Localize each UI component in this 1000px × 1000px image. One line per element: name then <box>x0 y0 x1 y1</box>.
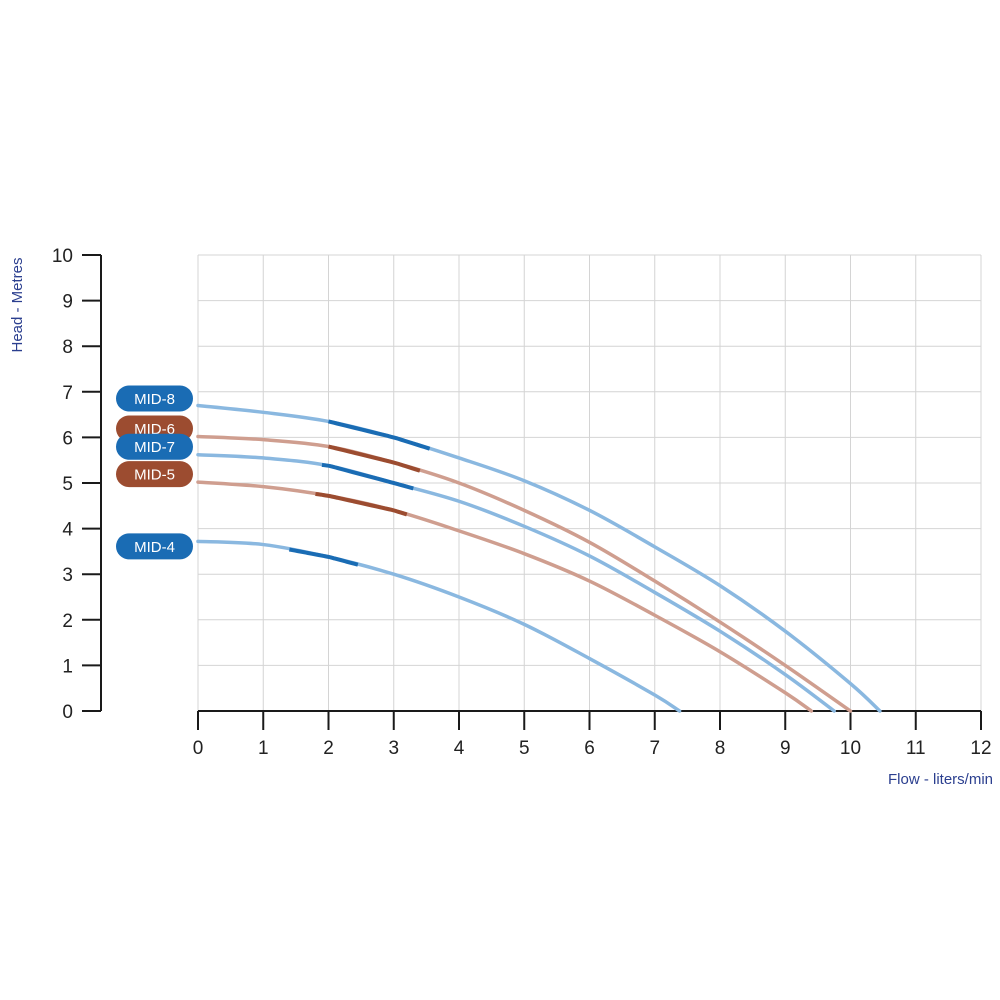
x-tick-label: 4 <box>454 738 465 759</box>
series-tag-label: MID-5 <box>134 467 175 484</box>
x-tick-label: 5 <box>519 738 530 759</box>
x-axis-title: Flow - liters/min <box>888 771 993 788</box>
series-tag-mid-4: MID-4 <box>116 533 193 560</box>
x-tick-label: 9 <box>780 738 791 759</box>
x-tick-label: 1 <box>258 738 269 759</box>
curve-mid-8 <box>196 403 882 713</box>
y-tick-label: 2 <box>62 611 73 632</box>
x-tick-label: 2 <box>323 738 334 759</box>
y-tick-label: 7 <box>62 383 73 404</box>
x-tick-label: 10 <box>840 738 861 759</box>
curve-highlight-mid-5 <box>315 491 408 517</box>
y-tick-label: 6 <box>62 428 73 449</box>
y-tick-label: 5 <box>62 474 73 495</box>
curve-highlight-mid-7 <box>321 462 414 491</box>
x-tick-label: 6 <box>584 738 595 759</box>
series-tag-pill <box>116 385 193 412</box>
y-tick-label: 0 <box>62 702 73 723</box>
y-tick-label: 1 <box>62 656 73 677</box>
x-tick-label: 7 <box>649 738 660 759</box>
series-tag-pill <box>116 461 193 488</box>
series-tag-mid-5: MID-5 <box>116 461 193 488</box>
curve-mid-4 <box>196 539 682 713</box>
curve-mid-7 <box>196 452 836 713</box>
x-tick-label: 11 <box>906 738 926 759</box>
y-tick-label: 10 <box>52 246 73 267</box>
curve-highlight-mid-4 <box>288 547 359 567</box>
grid <box>197 254 982 712</box>
y-tick-label: 9 <box>62 292 73 313</box>
curve-mid-6 <box>196 434 853 713</box>
curves <box>196 403 882 713</box>
x-tick-label: 12 <box>970 738 991 759</box>
y-axis-title: Head - Metres <box>9 257 26 352</box>
y-tick-label: 8 <box>62 337 73 358</box>
series-tag-pill <box>116 433 193 460</box>
y-tick-label: 3 <box>62 565 73 586</box>
curve-highlight-mid-6 <box>328 444 421 473</box>
curve-mid-5 <box>196 480 814 713</box>
series-tag-label: MID-7 <box>134 439 175 456</box>
series-tag-mid-8: MID-8 <box>116 385 193 412</box>
series-tag-pill <box>116 533 193 560</box>
x-tick-label: 8 <box>715 738 726 759</box>
x-tick-label: 3 <box>388 738 399 759</box>
series-tag-mid-7: MID-7 <box>116 433 193 460</box>
y-tick-label: 4 <box>62 520 73 541</box>
x-tick-label: 0 <box>193 738 204 759</box>
series-tag-label: MID-8 <box>134 391 175 408</box>
curve-highlight-mid-8 <box>328 419 431 451</box>
series-tag-label: MID-4 <box>134 539 175 556</box>
